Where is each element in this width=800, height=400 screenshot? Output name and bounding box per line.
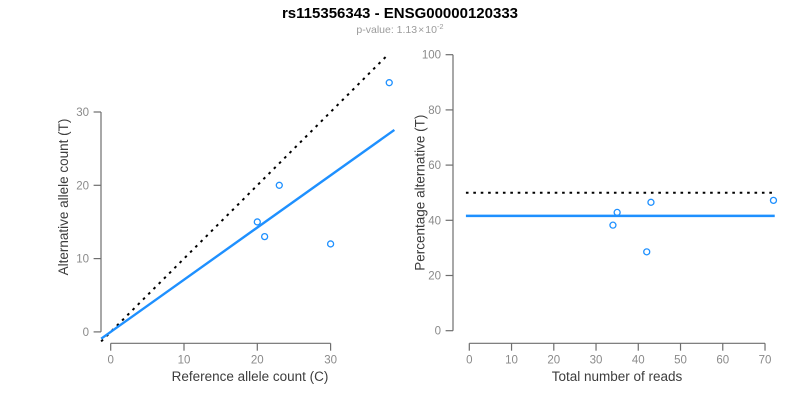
figure-subtitle: p-value: 1.13×10-2 — [0, 22, 800, 36]
data-point — [253, 218, 261, 226]
pvalue-exponent: -2 — [436, 22, 444, 31]
x-tick-label: 0 — [107, 355, 113, 367]
y-tick-label: 60 — [428, 160, 441, 172]
y-tick-label: 20 — [76, 180, 89, 192]
y-tick-label: 30 — [76, 107, 89, 119]
y-tick-label: 80 — [428, 105, 441, 117]
y-tick-label: 20 — [428, 271, 441, 283]
y-tick-label: 100 — [422, 50, 441, 62]
data-point — [647, 198, 655, 206]
data-point — [326, 240, 335, 248]
x-tick-label: 10 — [505, 355, 518, 367]
x-axis-label: Total number of reads — [552, 369, 683, 384]
fit-line — [100, 128, 396, 340]
x-tick-label: 70 — [759, 355, 772, 367]
data-point — [609, 221, 617, 229]
x-tick-label: 40 — [632, 355, 645, 367]
plot-percentage-alternative: 0 20 40 60 80 100 0 10 20 30 40 50 60 70 Total number … — [413, 50, 778, 384]
pvalue-times-sign: × — [418, 24, 425, 36]
data-point — [769, 196, 778, 205]
pvalue-prefix: p-value: — [356, 24, 397, 36]
x-tick-label: 60 — [716, 355, 729, 367]
figure-title: rs115356343 - ENSG00000120333 — [281, 5, 519, 22]
x-tick-label: 20 — [251, 355, 264, 367]
x-tick-label: 50 — [674, 355, 687, 367]
x-axis-label: Reference allele count (C) — [172, 369, 329, 384]
x-tick-label: 0 — [466, 355, 472, 367]
data-point — [275, 181, 283, 189]
y-axis-label: Alternative allele count (T) — [56, 119, 71, 276]
data-point — [260, 232, 269, 241]
pvalue-mantissa: 1.13 — [396, 24, 418, 36]
data-point — [385, 79, 393, 87]
y-tick-label: 0 — [83, 327, 89, 339]
x-tick-label: 20 — [547, 355, 560, 367]
data-point — [643, 248, 651, 256]
pvalue-base: 10 — [425, 24, 437, 36]
data-point — [613, 208, 621, 217]
x-tick-label: 30 — [324, 355, 337, 367]
x-tick-label: 30 — [590, 355, 603, 367]
plot-allele-counts: 0 10 20 30 0 10 20 30 Reference allele count (C)… — [56, 55, 396, 384]
y-tick-label: 10 — [76, 254, 89, 266]
x-tick-label: 10 — [178, 355, 191, 367]
identity-line — [100, 55, 387, 343]
y-tick-label: 40 — [428, 215, 441, 227]
y-tick-label: 0 — [435, 326, 441, 338]
y-axis-label: Percentage alternative (T) — [413, 115, 428, 271]
